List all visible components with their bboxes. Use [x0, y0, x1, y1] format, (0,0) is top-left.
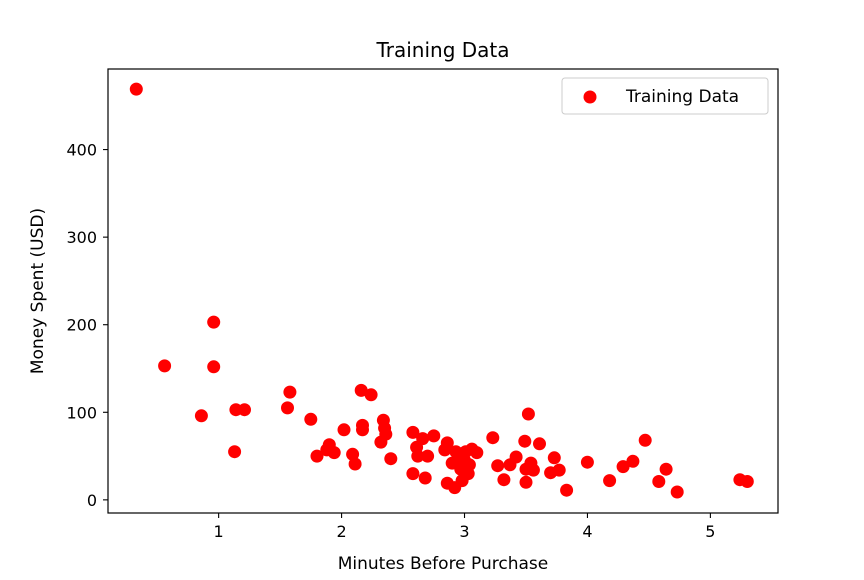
plot-area-frame [107, 68, 779, 514]
data-point [486, 431, 500, 445]
data-point [526, 463, 540, 477]
data-point [497, 473, 511, 487]
data-point [580, 455, 594, 469]
data-point [440, 436, 454, 450]
data-point [406, 467, 420, 481]
data-point [364, 388, 378, 402]
data-point [462, 458, 476, 472]
data-point [652, 475, 666, 488]
data-point [659, 462, 673, 476]
data-point [354, 383, 368, 397]
data-point [207, 315, 221, 329]
x-axis-ticks: 1 2 3 4 5 [214, 513, 715, 541]
data-point [670, 485, 684, 499]
data-point [228, 445, 242, 459]
data-point [406, 425, 420, 439]
data-point [356, 423, 369, 437]
data-point [194, 409, 208, 423]
y-axis-ticks: 0 100 200 300 400 [66, 141, 108, 510]
data-point [547, 451, 561, 465]
data-point [616, 460, 630, 474]
data-point [552, 463, 566, 477]
y-tick-label: 0 [87, 491, 97, 510]
data-point [626, 454, 640, 468]
legend-box [561, 77, 769, 115]
data-point [281, 401, 294, 415]
data-point [491, 459, 505, 473]
data-point [327, 446, 341, 460]
data-point [427, 429, 441, 443]
legend: Training Data [561, 77, 769, 115]
x-tick-label: 1 [214, 522, 224, 541]
data-point [304, 412, 318, 426]
data-point [638, 433, 652, 447]
data-point [283, 385, 297, 399]
data-point [310, 449, 324, 463]
data-point [411, 449, 425, 463]
y-tick-label: 200 [66, 316, 97, 335]
data-point [740, 475, 754, 488]
x-tick-label: 5 [705, 522, 715, 541]
data-point [129, 82, 143, 96]
data-point [603, 474, 617, 488]
data-point [207, 360, 221, 374]
data-point [238, 403, 251, 417]
x-tick-label: 3 [459, 522, 469, 541]
x-axis-label: Minutes Before Purchase [338, 554, 549, 574]
data-point [509, 450, 523, 464]
y-tick-label: 300 [66, 228, 97, 247]
data-point [384, 452, 398, 466]
chart-title: Training Data [375, 38, 509, 62]
data-points-layer [129, 82, 754, 499]
data-point [533, 437, 546, 451]
data-point [560, 483, 574, 497]
data-point [519, 475, 533, 489]
data-point [421, 449, 435, 463]
y-tick-label: 400 [66, 141, 97, 160]
y-tick-label: 100 [66, 403, 97, 422]
legend-label-training-data: Training Data [625, 87, 739, 107]
data-point [521, 407, 535, 421]
data-point [379, 427, 393, 441]
data-point [158, 359, 172, 373]
data-point [348, 457, 362, 471]
data-point [337, 423, 351, 437]
x-tick-label: 2 [336, 522, 346, 541]
x-tick-label: 4 [582, 522, 592, 541]
data-point [518, 434, 532, 448]
y-axis-label: Money Spent (USD) [28, 208, 48, 374]
legend-marker [583, 90, 597, 104]
data-point [418, 471, 432, 485]
data-point [416, 432, 430, 446]
data-point [470, 446, 484, 460]
